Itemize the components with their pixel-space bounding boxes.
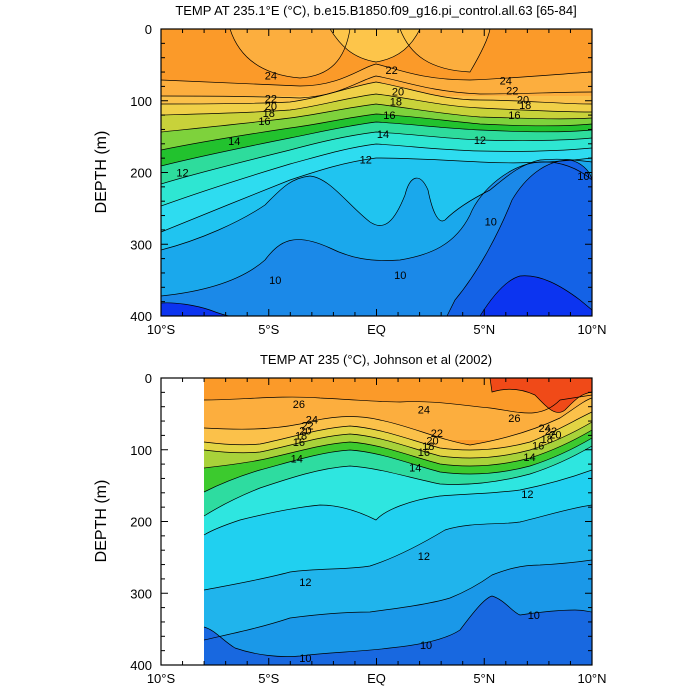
contour-label: 20: [392, 86, 404, 98]
x-tick-label: 5°S: [258, 322, 279, 337]
contour-label: 10: [394, 270, 406, 282]
x-tick-label: EQ: [367, 671, 386, 686]
contour-label: 26: [293, 399, 305, 411]
contour-label: 12: [474, 135, 486, 147]
contour-label: 24: [306, 415, 318, 427]
x-tick-label: EQ: [367, 322, 386, 337]
contour-label: 18: [519, 100, 531, 112]
contour-label: 16: [383, 110, 395, 122]
contour-label: 18: [390, 96, 402, 108]
contour-label: 24: [418, 405, 430, 417]
contour-label: 26: [508, 413, 520, 425]
contour-label: 14: [377, 129, 389, 141]
y-tick-label: 400: [130, 658, 152, 673]
contour-label: 16: [418, 447, 430, 459]
contour-label: 16: [532, 440, 544, 452]
contour-label: 20: [426, 435, 438, 447]
contour-label: 10: [299, 653, 311, 665]
x-tick-label: 5°N: [473, 671, 495, 686]
bottom-y-axis: 0 100 200 300 400: [130, 371, 592, 673]
contour-label: 22: [385, 65, 397, 77]
contour-label: 22: [545, 426, 557, 438]
contour-label: 14: [228, 136, 240, 148]
x-tick-label: 10°S: [147, 671, 176, 686]
contour-label: 22: [265, 94, 277, 106]
contour-label: 20: [299, 425, 311, 437]
top-x-axis: 10°S 5°S EQ 5°N 10°N: [147, 29, 607, 337]
model-temperature-panel: TEMP AT 235.1°E (°C), b.e15.B1850.f09_g1…: [93, 3, 607, 337]
contour-label: 22: [431, 428, 443, 440]
contour-label: 24: [265, 71, 277, 83]
x-tick-label: 10°N: [577, 322, 606, 337]
x-tick-label: 10°S: [147, 322, 176, 337]
contour-label: 16: [293, 437, 305, 449]
contour-label: 18: [422, 441, 434, 453]
bottom-y-axis-label: DEPTH (m): [93, 480, 110, 563]
y-tick-label: 300: [130, 237, 152, 252]
contour-label: 24: [500, 76, 512, 88]
contour-label: 12: [176, 168, 188, 180]
y-tick-label: 0: [145, 22, 152, 37]
top-y-axis: 0 100 200 300 400: [130, 22, 592, 324]
y-tick-label: 300: [130, 586, 152, 601]
x-tick-label: 5°N: [473, 322, 495, 337]
y-tick-label: 100: [130, 443, 152, 458]
contour-label: 16: [258, 116, 270, 128]
bottom-x-axis: 10°S 5°S EQ 5°N 10°N: [147, 378, 607, 686]
x-tick-label: 10°N: [577, 671, 606, 686]
bottom-contour-fill: [204, 378, 592, 665]
contour-label: 14: [523, 452, 535, 464]
contour-label: 18: [541, 434, 553, 446]
contour-label: 10: [528, 610, 540, 622]
y-tick-label: 200: [130, 166, 152, 181]
top-contour-fill: [161, 29, 592, 316]
contour-label: 14: [291, 453, 303, 465]
contour-label: 18: [263, 108, 275, 120]
contour-label: 14: [409, 463, 421, 475]
contour-label: 16: [508, 110, 520, 122]
x-tick-label: 5°S: [258, 671, 279, 686]
contour-label: 24: [538, 423, 550, 435]
y-tick-label: 0: [145, 371, 152, 386]
top-y-axis-label: DEPTH (m): [93, 131, 110, 214]
bottom-contour-lines: [203, 378, 592, 657]
observed-temperature-panel: TEMP AT 235 (°C), Johnson et al (2002) D…: [93, 352, 607, 686]
contour-label: 12: [360, 155, 372, 167]
contour-label: 22: [506, 86, 518, 98]
top-panel-title: TEMP AT 235.1°E (°C), b.e15.B1850.f09_g1…: [175, 3, 576, 18]
top-contour-lines: [161, 29, 592, 316]
contour-label: 12: [418, 551, 430, 563]
contour-label: 10: [269, 275, 281, 287]
contour-label: 12: [299, 577, 311, 589]
contour-label: 10: [485, 216, 497, 228]
contour-label: 20: [549, 430, 561, 442]
y-tick-label: 100: [130, 94, 152, 109]
bottom-panel-title: TEMP AT 235 (°C), Johnson et al (2002): [260, 352, 492, 367]
contour-label: 20: [517, 94, 529, 106]
contour-label: 12: [521, 489, 533, 501]
contour-label: 10: [577, 171, 589, 183]
y-tick-label: 200: [130, 515, 152, 530]
contour-label: 18: [295, 430, 307, 442]
contour-label: 10: [420, 640, 432, 652]
y-tick-label: 400: [130, 309, 152, 324]
contour-label: 20: [265, 101, 277, 113]
contour-label: 22: [301, 420, 313, 432]
